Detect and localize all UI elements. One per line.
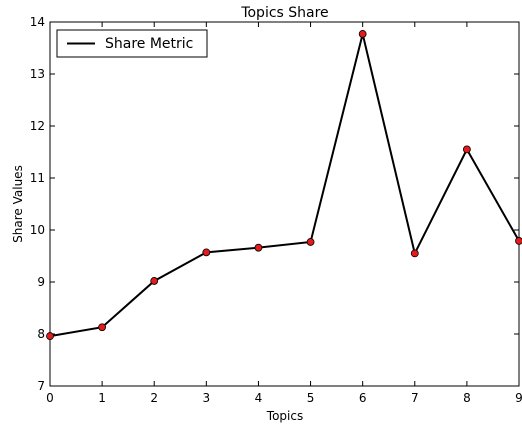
x-axis: 0 1 2 3 4 5 6 7 8 9 — [46, 22, 522, 405]
y-tick-label: 9 — [37, 275, 45, 289]
x-tick-label: 3 — [203, 391, 211, 405]
data-point — [46, 332, 54, 340]
data-point — [306, 238, 315, 246]
x-tick-label: 9 — [515, 391, 522, 405]
x-tick-label: 6 — [359, 391, 367, 405]
x-tick-label: 4 — [255, 391, 263, 405]
data-point — [462, 145, 471, 154]
y-axis-label: Share Values — [11, 165, 25, 243]
series-markers — [46, 30, 522, 340]
x-tick-label: 2 — [150, 391, 158, 405]
data-point — [98, 323, 107, 332]
y-axis: 7 8 9 10 11 12 13 14 — [30, 15, 519, 393]
data-point — [515, 237, 522, 245]
y-tick-label: 8 — [37, 327, 45, 341]
y-tick-label: 11 — [30, 171, 45, 185]
x-tick-label: 7 — [411, 391, 419, 405]
data-point — [254, 243, 263, 252]
x-tick-label: 0 — [46, 391, 54, 405]
chart-title: Topics Share — [240, 5, 328, 21]
series-line-share-metric — [49, 33, 520, 338]
x-tick-label: 1 — [98, 391, 106, 405]
data-point — [358, 30, 367, 38]
x-tick-label: 8 — [463, 391, 471, 405]
y-tick-label: 14 — [30, 15, 45, 29]
data-point — [410, 249, 419, 258]
x-axis-label: Topics — [266, 409, 303, 423]
legend-entry-label: Share Metric — [105, 36, 193, 52]
y-tick-label: 7 — [37, 379, 45, 393]
data-point — [150, 277, 159, 285]
y-tick-label: 12 — [30, 119, 45, 133]
x-tick-label: 5 — [307, 391, 315, 405]
y-tick-label: 13 — [30, 67, 45, 81]
legend: Share Metric — [56, 29, 208, 58]
data-point — [202, 248, 211, 257]
plot-frame — [49, 21, 520, 387]
y-tick-label: 10 — [30, 223, 45, 237]
